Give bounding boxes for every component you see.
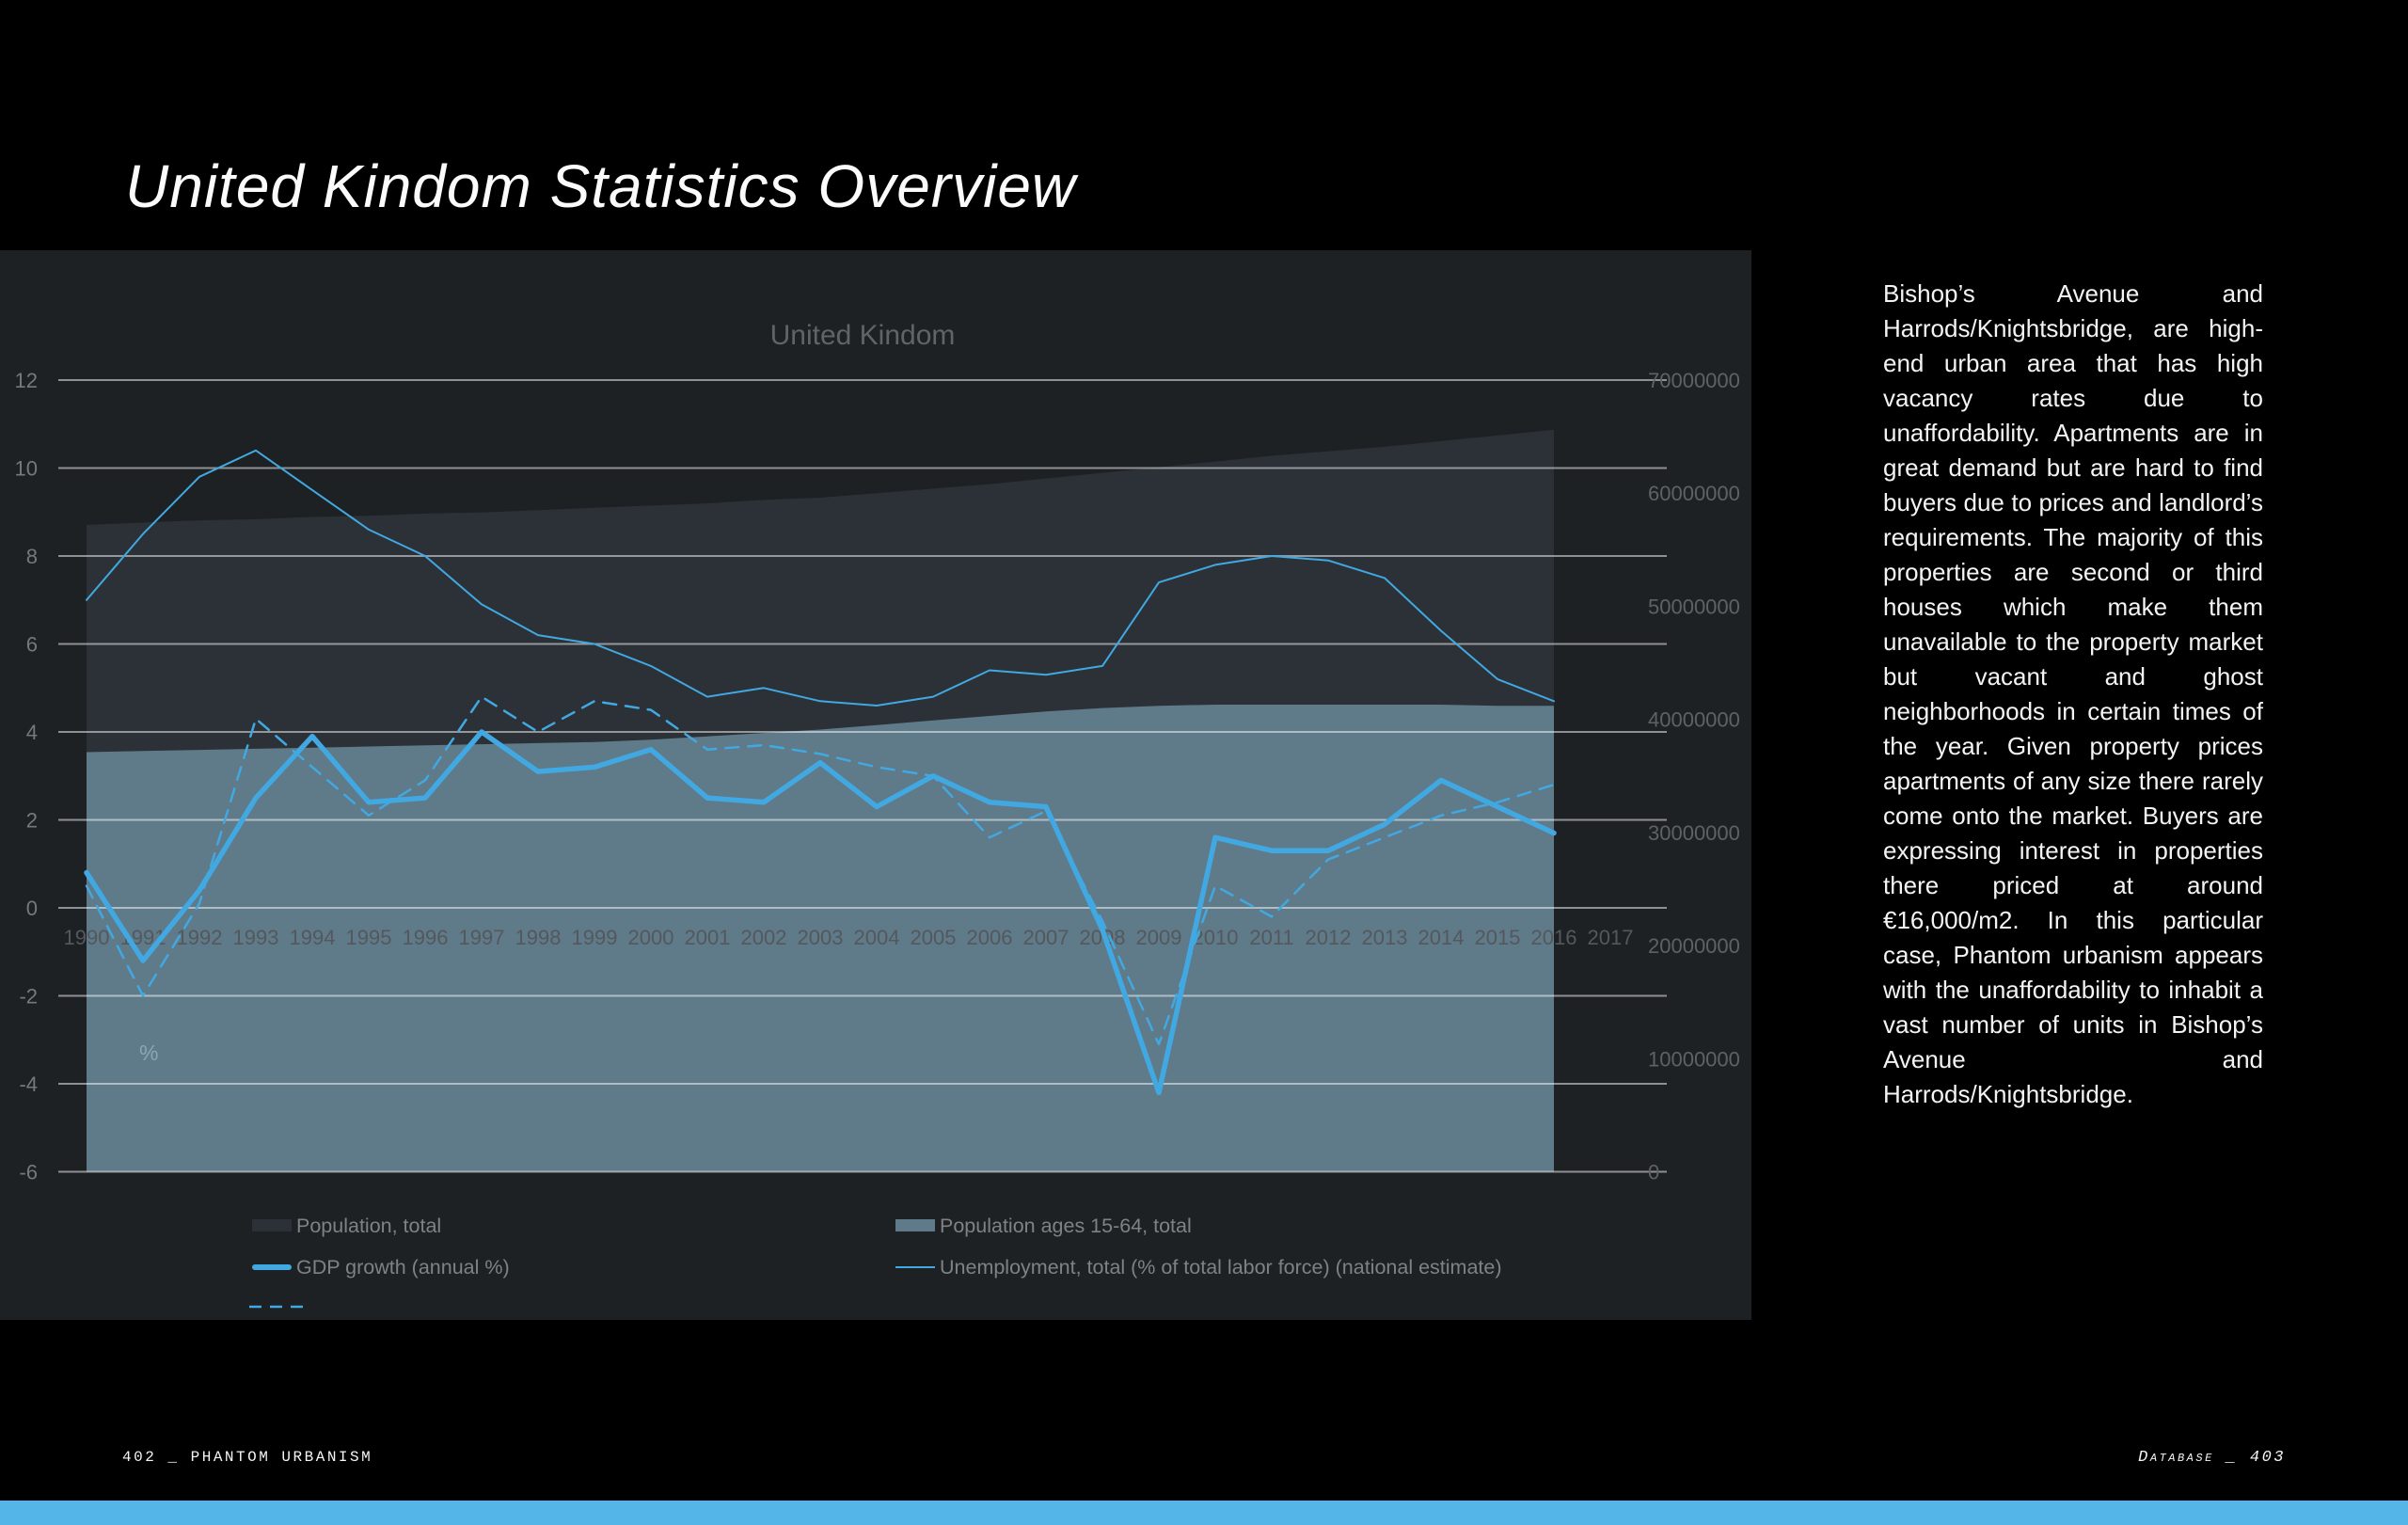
left-axis-unit-label: % [139, 1040, 158, 1065]
bottom-accent-bar [0, 1501, 2408, 1525]
x-axis-year-label: 2016 [1531, 926, 1577, 949]
article-body: Bishop’s Avenue and Harrods/Knightsbridg… [1883, 279, 2263, 1108]
legend-label: Population, total [296, 1215, 441, 1237]
left-axis-tick: 12 [15, 369, 38, 392]
x-axis-year-label: 2001 [685, 926, 731, 949]
x-axis-year-label: 2017 [1588, 926, 1634, 949]
right-axis-tick: 70000000 [1648, 369, 1740, 392]
uk-statistics-chart-panel: 12 10 8 6 4 2 0 -2 -4 -6 70000000 60000000 50000000 4… [0, 250, 1751, 1320]
gridlines [58, 379, 1667, 1173]
x-axis-year-label: 1992 [177, 926, 223, 949]
x-axis-year-label: 2003 [798, 926, 844, 949]
right-axis-tick: 60000000 [1648, 482, 1740, 505]
left-axis-tick: 8 [26, 545, 38, 568]
x-axis-year-label: 1990 [64, 926, 110, 949]
legend-item-1: Population, total [252, 1215, 441, 1237]
x-axis-year-label: 1995 [346, 926, 392, 949]
left-axis-tick: 10 [15, 457, 38, 481]
x-axis-year-label: 1998 [515, 926, 562, 949]
legend-swatch-line-thick [252, 1264, 292, 1270]
left-axis-tick: 4 [26, 721, 38, 744]
right-axis-tick: 20000000 [1648, 934, 1740, 958]
legend-item-4: Unemployment, total (% of total labor fo… [895, 1256, 1502, 1279]
left-axis-tick: 2 [26, 809, 38, 833]
x-axis-year-label: 2005 [911, 926, 957, 949]
left-axis-tick: -6 [19, 1161, 38, 1184]
legend-swatch-area-dark [252, 1219, 292, 1231]
left-axis-tick: 6 [26, 633, 38, 657]
x-axis-year-label: 2013 [1362, 926, 1408, 949]
line-dashed-series [85, 695, 1556, 1046]
left-axis-tick: -2 [19, 985, 38, 1009]
x-axis-year-label: 2007 [1023, 926, 1069, 949]
left-axis-tick: 0 [26, 897, 38, 920]
right-axis-tick: 30000000 [1648, 821, 1740, 845]
footer-page-right: Database _ 403 [2138, 1449, 2286, 1467]
x-axis-year-label: 2002 [741, 926, 787, 949]
x-axis-year-label: 2010 [1193, 926, 1239, 949]
page-title: United Kindom Statistics Overview [125, 151, 1077, 220]
footer-page-left: 402 _ PHANTOM URBANISM [122, 1449, 373, 1466]
x-axis-year-label: 2015 [1475, 926, 1521, 949]
legend-label: GDP growth (annual %) [296, 1256, 510, 1279]
legend-label: Population ages 15-64, total [940, 1215, 1192, 1237]
line-unemployment [86, 449, 1555, 707]
right-axis-tick: 10000000 [1648, 1047, 1740, 1071]
x-axis-year-label: 2009 [1136, 926, 1182, 949]
legend-item-3: GDP growth (annual %) [252, 1256, 510, 1279]
left-axis-tick: -4 [19, 1072, 38, 1096]
right-axis-tick: 50000000 [1648, 595, 1740, 618]
x-axis-year-label: 2006 [967, 926, 1013, 949]
uk-statistics-chart: 12 10 8 6 4 2 0 -2 -4 -6 70000000 60000000 50000000 4… [15, 320, 1740, 1309]
x-axis-year-label: 1996 [403, 926, 449, 949]
x-axis-year-label: 2012 [1306, 926, 1352, 949]
x-axis-year-label: 2011 [1249, 926, 1293, 949]
right-axis-tick: 0 [1648, 1161, 1659, 1184]
x-axis-year-label: 2014 [1418, 926, 1465, 949]
legend-item-2: Population ages 15-64, total [895, 1215, 1192, 1237]
x-axis-year-label: 2000 [628, 926, 674, 949]
x-axis-year-label: 2004 [854, 926, 900, 949]
legend-swatch-area-light [895, 1219, 935, 1231]
x-axis-year-label: 1999 [572, 926, 618, 949]
line-gdp-growth [84, 729, 1557, 1096]
x-axis-year-label: 1997 [459, 926, 505, 949]
legend-label: Unemployment, total (% of total labor fo… [940, 1256, 1502, 1279]
area-population-15-64 [87, 705, 1554, 1172]
chart-title: United Kindom [770, 320, 956, 351]
right-axis-tick: 40000000 [1648, 708, 1740, 732]
x-axis-year-label: 1993 [233, 926, 279, 949]
x-axis-year-label: 1994 [290, 926, 336, 949]
